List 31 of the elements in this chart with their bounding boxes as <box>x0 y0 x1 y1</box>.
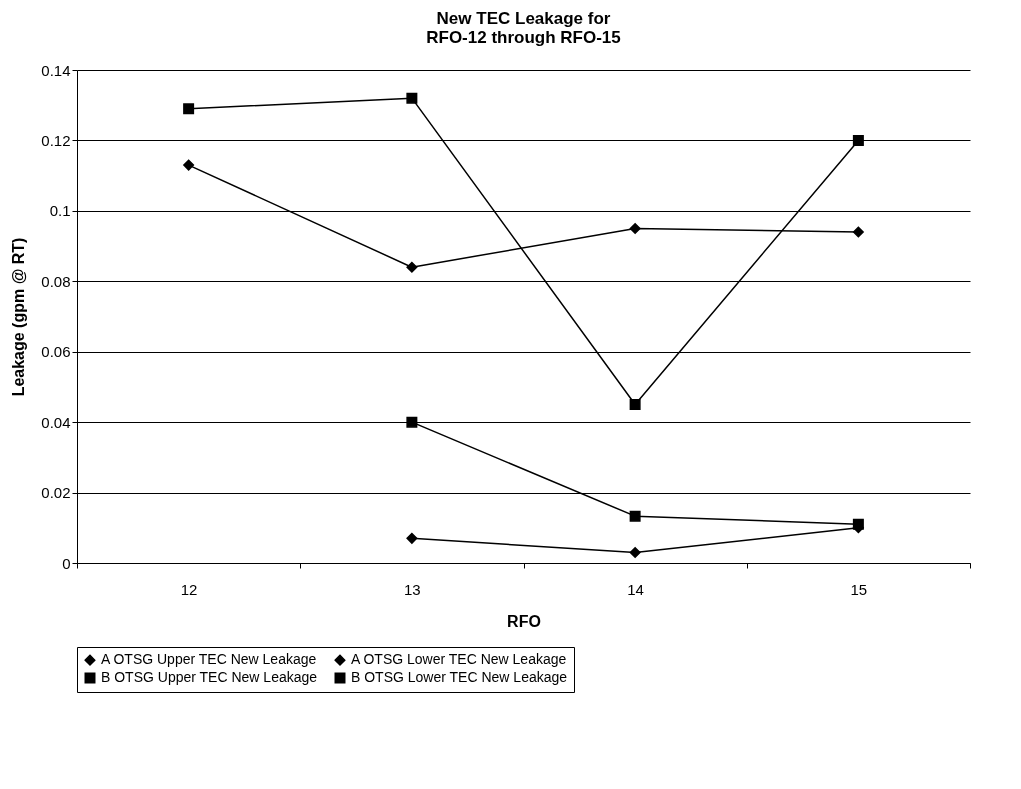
y-tick-label: 0.14 <box>41 61 71 79</box>
point <box>406 261 418 273</box>
x-axis-title: RFO <box>507 612 541 630</box>
point <box>406 416 418 428</box>
point <box>629 399 641 411</box>
y-tick-label: 0.02 <box>41 484 71 502</box>
chart-title: New TEC Leakage for RFO-12 through RFO-15 <box>426 9 621 47</box>
point <box>183 159 195 171</box>
point <box>406 92 418 104</box>
y-axis-title: Leakage (gpm @ RT) <box>10 237 28 397</box>
point <box>629 222 641 234</box>
point <box>852 226 864 238</box>
point <box>183 103 195 115</box>
y-tick-label: 0.06 <box>41 343 71 361</box>
x-tick-label: 15 <box>850 580 868 598</box>
y-tick-label: 0.12 <box>41 131 71 149</box>
legend-label: A OTSG Lower TEC New Leakage <box>351 651 567 668</box>
point <box>629 546 641 558</box>
x-tick-label: 12 <box>180 580 198 598</box>
y-tick-label: 0.04 <box>41 413 71 431</box>
x-tick-label: 14 <box>627 580 644 598</box>
legend-label: A OTSG Upper TEC New Leakage <box>101 651 317 668</box>
y-tick-label: 0 <box>62 554 71 572</box>
y-tick-label: 0.08 <box>41 272 71 290</box>
point <box>406 532 418 544</box>
legend-label: B OTSG Lower TEC New Leakage <box>351 669 568 685</box>
point <box>852 134 864 146</box>
point <box>629 510 641 522</box>
legend-label: B OTSG Upper TEC New Leakage <box>101 669 318 685</box>
y-tick-label: 0.1 <box>49 202 71 220</box>
x-tick-label: 13 <box>404 580 421 598</box>
